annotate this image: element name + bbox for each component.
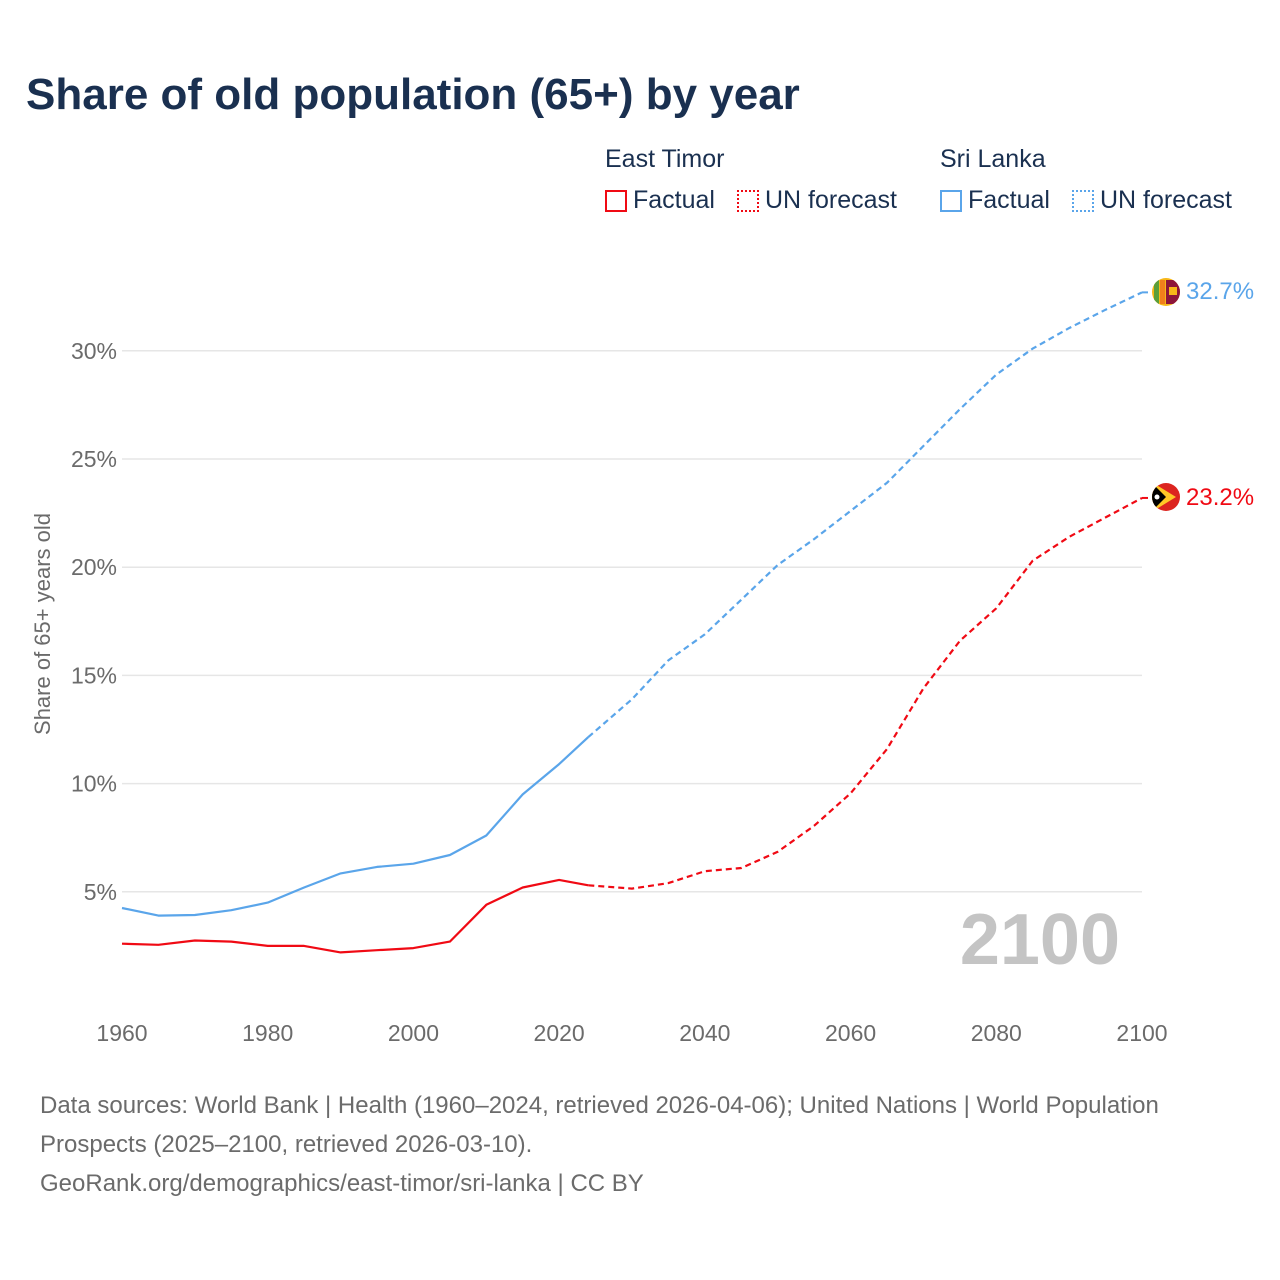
legend-label: Factual [633,186,715,214]
legend-swatch-dotted [737,189,759,212]
sri-lanka-end-label: 32.7% [1186,278,1254,305]
x-tick-label: 1980 [242,1020,293,1046]
footer: Data sources: World Bank | Health (1960–… [40,1086,1240,1203]
y-axis-label: Share of 65+ years old [30,513,55,735]
sri-lanka-forecast-line [587,291,1143,738]
x-tick-label: 2020 [534,1020,585,1046]
source-link[interactable]: GeoRank.org/demographics/east-timor/sri-… [40,1170,644,1197]
year-watermark: 2100 [960,900,1120,980]
sri-lanka-factual-line [121,736,590,917]
y-tick-label: 30% [71,338,117,364]
legend-swatch-dotted [1072,189,1094,212]
y-tick-label: 5% [84,879,117,905]
legend-east-timor-factual[interactable]: Factual [605,186,715,215]
legend-swatch-solid [605,189,627,212]
y-tick-label: 15% [71,662,117,688]
chart-title: Share of old population (65+) by year [26,70,800,119]
legend-sri-lanka-title: Sri Lanka [940,145,1046,173]
legend-east-timor-forecast[interactable]: UN forecast [737,186,897,215]
legend-label: Factual [968,186,1050,214]
x-tick-label: 1960 [96,1020,147,1046]
east-timor-end-label: 23.2% [1186,484,1254,511]
sri-lanka-flag-icon [1152,278,1180,306]
east-timor-factual-line [121,878,589,954]
east-timor-flag-icon [1152,483,1180,511]
legend-label: UN forecast [1100,186,1232,214]
y-tick-label: 20% [71,554,117,580]
x-tick-label: 2060 [825,1020,876,1046]
y-tick-label: 25% [71,446,117,472]
legend-east-timor-title: East Timor [605,145,725,173]
legend-label: UN forecast [765,186,897,214]
legend-sri-lanka-factual[interactable]: Factual [940,186,1050,215]
legend-swatch-solid [940,189,962,212]
x-tick-label: 2040 [679,1020,730,1046]
y-tick-label: 10% [71,771,117,797]
x-tick-label: 2100 [1116,1020,1167,1046]
x-tick-label: 2000 [388,1020,439,1046]
east-timor-forecast-line [588,497,1143,890]
legend-sri-lanka-forecast[interactable]: UN forecast [1072,186,1232,215]
x-tick-label: 2080 [971,1020,1022,1046]
data-sources: Data sources: World Bank | Health (1960–… [40,1092,1159,1158]
